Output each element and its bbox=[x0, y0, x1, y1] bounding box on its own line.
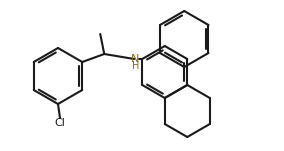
Text: Cl: Cl bbox=[55, 118, 65, 128]
Text: N: N bbox=[131, 54, 139, 64]
Text: H: H bbox=[131, 61, 139, 71]
